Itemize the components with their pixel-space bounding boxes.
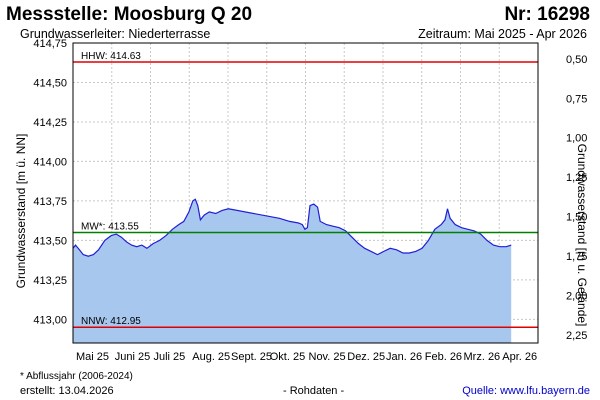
- x-tick-label: Okt. 25: [270, 351, 305, 363]
- y-tick-label: 413,25: [33, 275, 67, 287]
- y-tick-label: 413,00: [33, 314, 67, 326]
- x-tick-label: Mai 25: [76, 351, 109, 363]
- y2-tick-label: 1,50: [566, 212, 587, 224]
- y2-tick-label: 1,00: [566, 133, 587, 145]
- y2-tick-label: 0,75: [566, 93, 587, 105]
- source-link[interactable]: Quelle: www.lfu.bayern.de: [462, 385, 590, 397]
- x-tick-label: Aug. 25: [192, 351, 230, 363]
- y2-axis-label: Grundwasserstand [m u. Gelände]: [575, 144, 589, 327]
- reference-label-nnw: NNW: 412.95: [81, 316, 141, 327]
- station-number: Nr: 16298: [504, 4, 590, 25]
- y-axis-label: Grundwasserstand [m ü. NN]: [14, 134, 28, 289]
- y-tick-label: 414,00: [33, 156, 67, 168]
- x-tick-label: Jan. 26: [386, 351, 422, 363]
- period-label: Zeitraum: Mai 2025 - Apr 2026: [418, 27, 587, 41]
- reference-label-mw: MW*: 413.55: [81, 221, 139, 232]
- x-tick-label: Dez. 25: [347, 351, 385, 363]
- raw-data-note: - Rohdaten -: [283, 385, 345, 397]
- station-title: Messstelle: Moosburg Q 20: [6, 4, 253, 25]
- x-tick-label: Feb. 26: [425, 351, 462, 363]
- x-tick-label: Juni 25: [115, 351, 150, 363]
- y-tick-label: 413,75: [33, 196, 67, 208]
- y-tick-label: 414,50: [33, 77, 67, 89]
- x-tick-label: Mrz. 26: [464, 351, 501, 363]
- water-level-area: [73, 199, 512, 343]
- reference-lines: HHW: 414.63 MW*: 413.55 NNW: 412.95: [73, 51, 538, 328]
- y-tick-label: 414,25: [33, 117, 67, 129]
- created-date: erstellt: 13.04.2026: [20, 385, 114, 397]
- reference-label-hhw: HHW: 414.63: [81, 51, 141, 62]
- y2-tick-label: 2,00: [566, 291, 587, 303]
- y2-tick-label: 0,50: [566, 54, 587, 66]
- plot-frame: [72, 42, 539, 344]
- aquifer-label: Grundwasserleiter: Niederterrasse: [20, 27, 211, 41]
- x-tick-label: Apr. 26: [502, 351, 537, 363]
- x-tick-label: Nov. 25: [309, 351, 346, 363]
- y2-tick-label: 1,75: [566, 251, 587, 263]
- y-tick-label: 413,50: [33, 235, 67, 247]
- y2-tick-label: 1,25: [566, 172, 587, 184]
- y2-tick-label: 2,25: [566, 330, 587, 342]
- footnote: * Abflussjahr (2006-2024): [20, 371, 133, 382]
- water-level-line: [72, 198, 512, 257]
- x-tick-label: Sept. 25: [231, 351, 272, 363]
- y-tick-label: 414,75: [33, 38, 67, 50]
- axis-ticks: 414,75 414,50 414,25 414,00 413,75 413,50 413,…: [33, 38, 587, 363]
- x-tick-label: Juli 25: [154, 351, 186, 363]
